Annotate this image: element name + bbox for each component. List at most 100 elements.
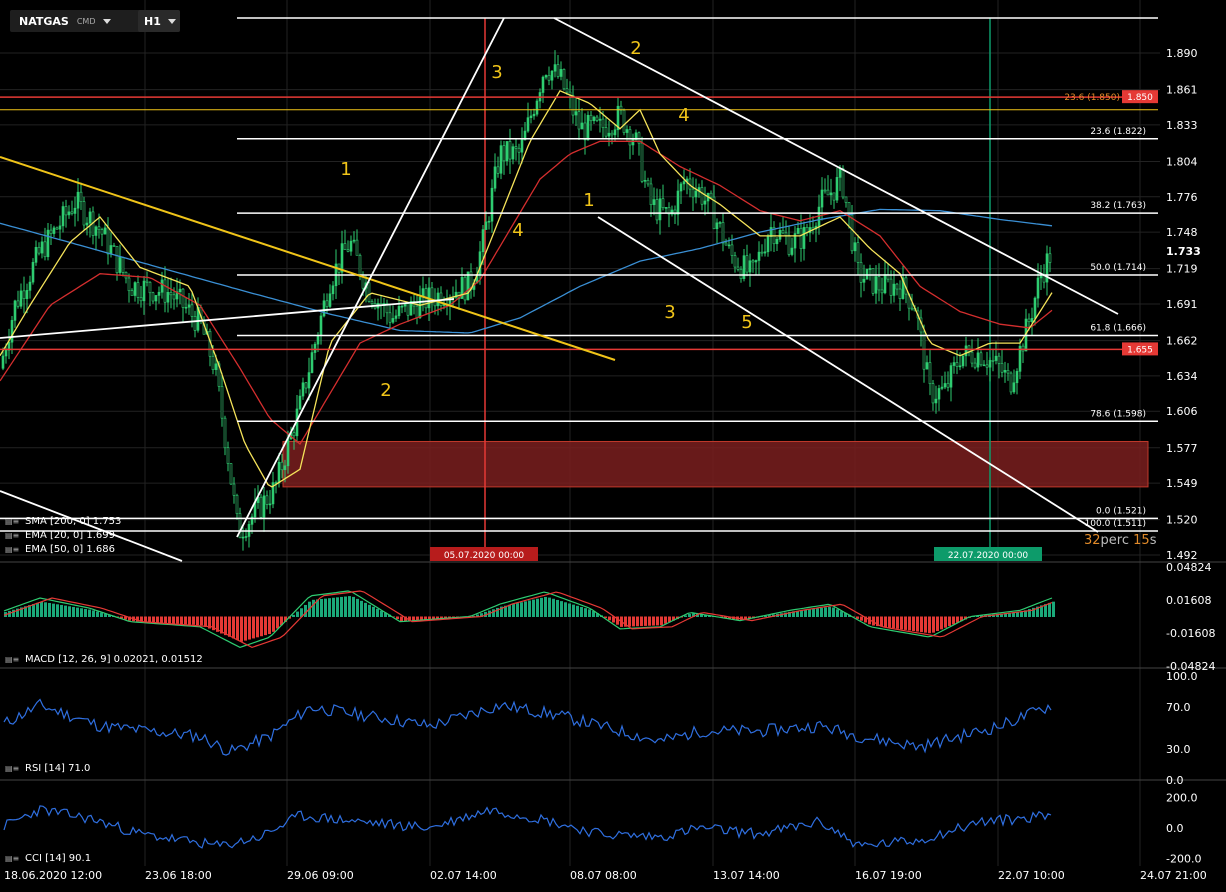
- candle-body: [859, 262, 863, 283]
- macd-bar: [32, 603, 35, 617]
- candle-body: [580, 122, 584, 130]
- indicator-legend-sma[interactable]: ▤≡ SMA [200, 0] 1.753: [5, 516, 121, 527]
- candle-body: [37, 246, 41, 254]
- price-tick: 1.833: [1166, 119, 1198, 132]
- macd-bar: [952, 616, 955, 625]
- candle-body: [418, 296, 422, 319]
- sma200-line: [0, 208, 1053, 334]
- macd-bar: [60, 604, 63, 617]
- candle-body: [490, 187, 494, 222]
- candle-body: [532, 113, 536, 117]
- time-axis[interactable]: 18.06.2020 12:00 23.06 18:00 29.06 09:00 02…: [4, 869, 1207, 882]
- candle-body: [766, 236, 770, 253]
- macd-bar: [824, 607, 827, 617]
- macd-bar: [672, 616, 675, 621]
- candle-body: [784, 232, 788, 236]
- price-tick: 1.861: [1166, 84, 1198, 97]
- macd-bar: [412, 616, 415, 621]
- candle-body: [877, 276, 881, 291]
- drawings[interactable]: 23.6 (1.822) 38.2 (1.763) 50.0 (1.714) 61.8…: [0, 17, 1158, 562]
- macd-bar: [56, 604, 59, 617]
- candle-body: [703, 200, 707, 205]
- candle-body: [556, 64, 560, 77]
- candle-body: [973, 362, 977, 368]
- candle-body: [319, 315, 323, 337]
- candle-body: [166, 292, 170, 303]
- candle-body: [997, 355, 1001, 364]
- candle-body: [127, 277, 131, 292]
- candle-body: [70, 211, 74, 214]
- macd-bar: [548, 597, 551, 617]
- rsi-label: RSI [14] 71.0: [25, 763, 91, 774]
- wave-label: 4: [512, 220, 523, 241]
- settings-icon: ▤≡: [5, 655, 20, 664]
- timeframe-selector[interactable]: H1: [138, 10, 180, 32]
- indicator-legend-ema20[interactable]: ▤≡ EMA [20, 0] 1.699: [5, 530, 115, 541]
- macd-bar: [20, 607, 23, 617]
- candle-body: [727, 244, 731, 247]
- price-axis[interactable]: 1.890 1.861 1.833 1.804 1.776 1.748 1.719 1.691…: [1122, 47, 1201, 562]
- macd-bar: [832, 607, 835, 617]
- date-markers: 05.07.2020 00:00 22.07.2020 00:00: [430, 18, 1042, 561]
- macd-bar: [516, 603, 519, 617]
- candle-body: [232, 483, 236, 496]
- indicator-legend-macd[interactable]: ▤≡ MACD [12, 26, 9] 0.02021, 0.01512: [5, 654, 203, 665]
- candle-body: [76, 191, 80, 209]
- rsi-line: [3, 698, 1052, 756]
- candle-body: [721, 222, 725, 244]
- candle-body: [598, 118, 602, 121]
- macd-bar: [420, 616, 423, 620]
- candle-body: [841, 168, 845, 198]
- macd-bar: [176, 616, 179, 624]
- macd-bar: [668, 616, 671, 623]
- candle-body: [868, 268, 872, 270]
- macd-bar: [964, 616, 967, 620]
- macd-bar: [816, 608, 819, 617]
- candle-body: [409, 301, 413, 316]
- candle-body: [964, 345, 968, 357]
- candle-body: [655, 199, 659, 221]
- candle-body: [832, 192, 836, 201]
- candle-body: [52, 227, 56, 234]
- macd-bar: [24, 606, 27, 617]
- candle-body: [487, 220, 491, 223]
- macd-bar: [528, 600, 531, 617]
- macd-bar: [248, 616, 251, 640]
- candle-body: [835, 177, 839, 201]
- indicator-legend-rsi[interactable]: ▤≡ RSI [14] 71.0: [5, 763, 90, 774]
- ema50-line: [0, 140, 1053, 445]
- chevron-down-icon: [102, 18, 111, 24]
- candle-body: [670, 209, 674, 215]
- candle-body: [1003, 370, 1007, 373]
- candle-body: [988, 360, 992, 368]
- macd-bar: [1000, 613, 1003, 617]
- macd-bar: [576, 605, 579, 617]
- macd-bar: [260, 616, 263, 637]
- macd-bar: [748, 616, 751, 619]
- price-tick: 1.606: [1166, 405, 1198, 418]
- candle-body: [661, 198, 665, 208]
- candle-body: [574, 111, 578, 116]
- candle-body: [415, 305, 419, 319]
- indicator-legend-ema50[interactable]: ▤≡ EMA [50, 0] 1.686: [5, 544, 115, 555]
- candle-body: [853, 242, 857, 252]
- price-tick: 1.719: [1166, 263, 1198, 276]
- macd-bar: [232, 616, 235, 639]
- symbol-selector[interactable]: NATGAS CMD: [10, 10, 180, 32]
- candle-body: [466, 271, 470, 301]
- macd-bar: [764, 615, 767, 617]
- price-tick: 1.890: [1166, 47, 1198, 60]
- candle-body: [223, 417, 227, 449]
- macd-signal-line: [3, 590, 1053, 649]
- macd-bar: [444, 616, 447, 619]
- macd-bar: [532, 599, 535, 617]
- candle-body: [325, 300, 329, 307]
- candle-body: [241, 536, 245, 539]
- indicator-legend-cci[interactable]: ▤≡ CCI [14] 90.1: [5, 853, 91, 864]
- candle-body: [265, 495, 269, 505]
- macd-bar: [204, 616, 207, 627]
- macd-bar: [496, 607, 499, 617]
- resistance-tag-label: 1.850: [1127, 93, 1153, 103]
- support-zone-box: [282, 440, 1149, 488]
